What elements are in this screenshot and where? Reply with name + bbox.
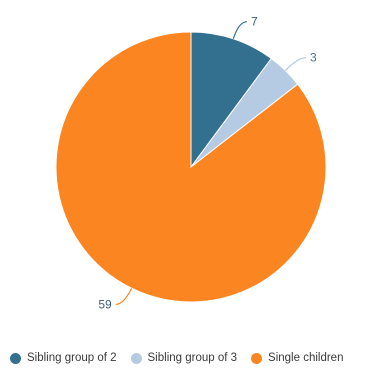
pie-slice-sibling-group-of-2[interactable]	[190, 31, 273, 169]
legend-item-sibling-group-of-3[interactable]: Sibling group of 3	[130, 352, 238, 364]
legend-swatch	[130, 352, 142, 364]
connector-line-sibling-group-of-2	[232, 21, 248, 39]
legend-item-sibling-group-of-2[interactable]: Sibling group of 2	[10, 352, 117, 364]
data-label-sibling-group-of-3: 3	[310, 51, 317, 65]
legend-label: Sibling group of 3	[147, 352, 238, 364]
data-label-sibling-group-of-2: 7	[251, 15, 258, 29]
connector-line-single-children	[115, 287, 133, 306]
legend-swatch	[10, 352, 21, 364]
legend-swatch	[251, 352, 263, 364]
connector-line-sibling-group-of-3	[284, 56, 306, 71]
legend-label: Sibling group of 2	[27, 352, 117, 364]
pie-slice-single-children[interactable]	[55, 31, 327, 303]
data-label-single-children: 59	[98, 297, 112, 311]
legend-item-single-children[interactable]: Single children	[251, 352, 343, 364]
legend-label: Single children	[268, 352, 344, 364]
chart-legend: Sibling group of 2 Sibling group of 3 Si…	[10, 350, 343, 366]
